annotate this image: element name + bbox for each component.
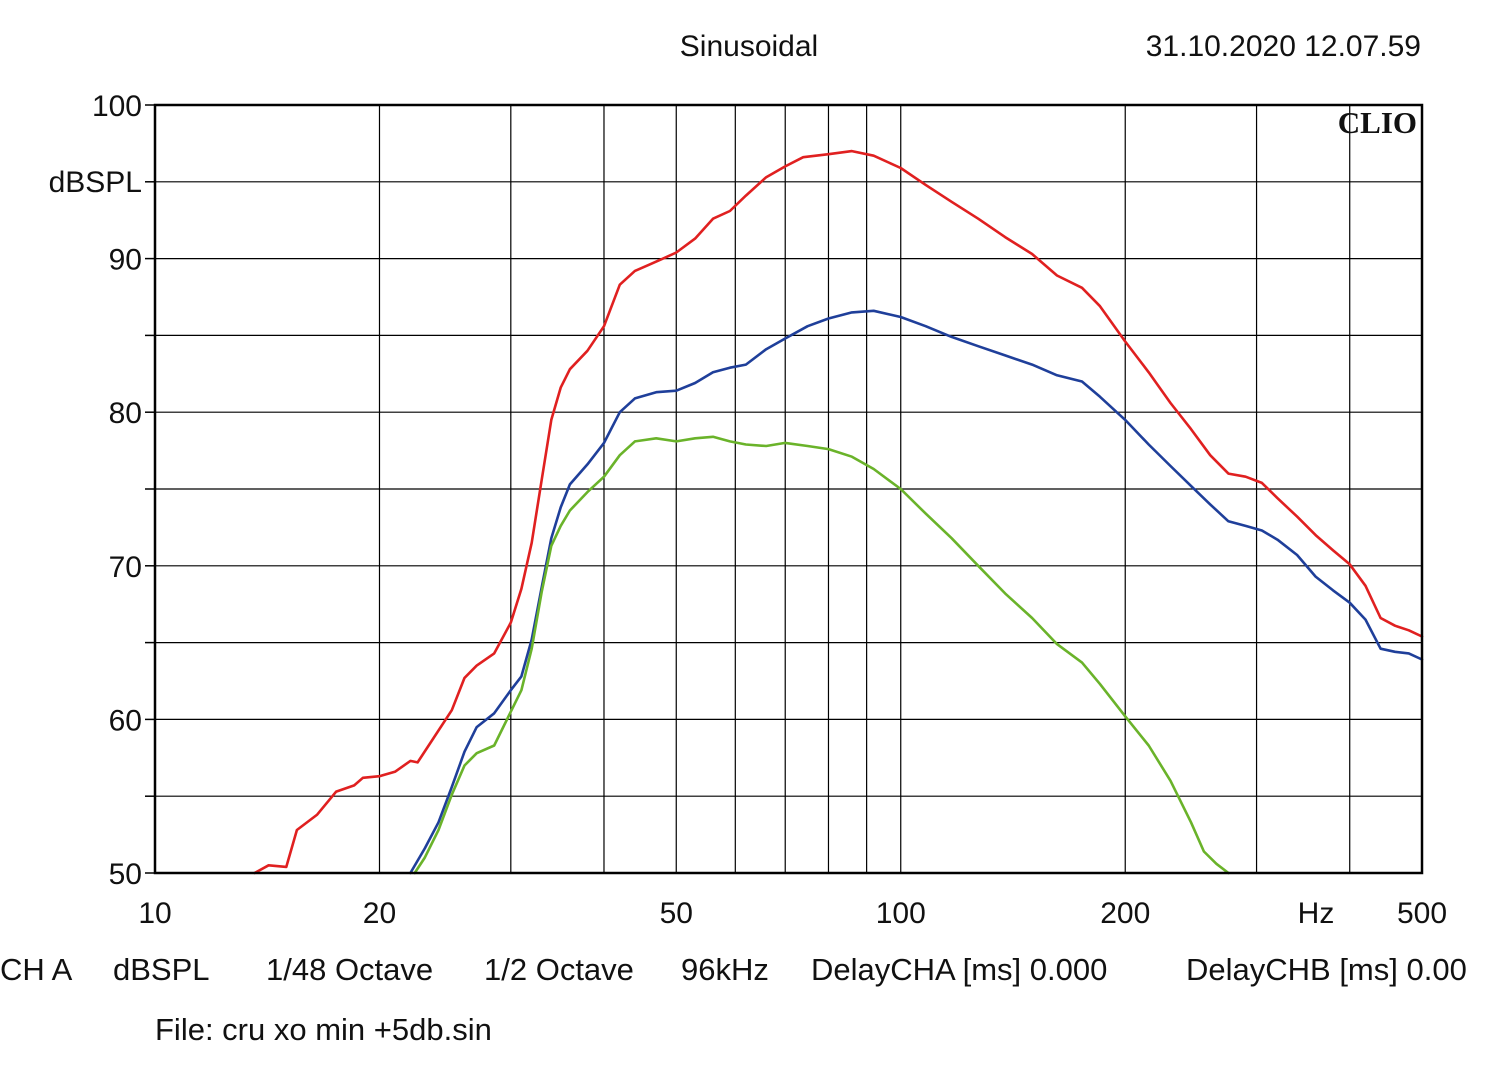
x-tick-label: 100 <box>876 897 926 930</box>
grid <box>145 104 1422 874</box>
resolution-label: 1/48 Octave <box>266 952 434 987</box>
x-tick-label: 200 <box>1100 897 1150 930</box>
unit-label: dBSPL <box>113 952 210 987</box>
y-tick-label: 50 <box>109 858 142 891</box>
y-tick-label: 100 <box>92 90 142 123</box>
x-tick-label: 20 <box>363 897 396 930</box>
plot-frame <box>153 103 1424 875</box>
response-curve-2 <box>409 309 1424 875</box>
y-axis-label: dBSPL <box>49 166 142 199</box>
x-tick-label: 50 <box>660 897 693 930</box>
y-tick-label: 70 <box>109 551 142 584</box>
channel-label: CH A <box>0 952 73 987</box>
series-group <box>253 149 1424 875</box>
clio-logo: CLIO <box>1338 105 1417 140</box>
y-tick-label: 80 <box>109 397 142 430</box>
x-tick-label: 500 <box>1397 897 1447 930</box>
y-tick-label: 90 <box>109 244 142 277</box>
x-axis-unit: Hz <box>1298 897 1335 930</box>
sample-rate-label: 96kHz <box>681 952 769 987</box>
response-curve-3 <box>413 435 1230 875</box>
timestamp: 31.10.2020 12.07.59 <box>1146 30 1421 63</box>
delay-cha-label: DelayCHA [ms] 0.000 <box>811 952 1108 987</box>
x-tick-label: 10 <box>138 897 171 930</box>
y-tick-labels: 100 90 80 70 60 50 <box>92 90 142 891</box>
file-name: File: cru xo min +5db.sin <box>0 1012 492 1084</box>
measurement-settings: CH A dBSPL 1/48 Octave 1/2 Octave 96kHz … <box>0 952 1500 992</box>
file-label: File: cru xo min +5db.sin <box>155 1012 492 1047</box>
response-curve-1 <box>253 149 1424 875</box>
smoothing-label: 1/2 Octave <box>484 952 634 987</box>
delay-chb-label: DelayCHB [ms] 0.00 <box>1186 952 1467 987</box>
x-tick-labels: 10 20 50 100 200 500 <box>138 897 1447 930</box>
y-tick-label: 60 <box>109 704 142 737</box>
chart-mode: Sinusoidal <box>680 30 818 63</box>
